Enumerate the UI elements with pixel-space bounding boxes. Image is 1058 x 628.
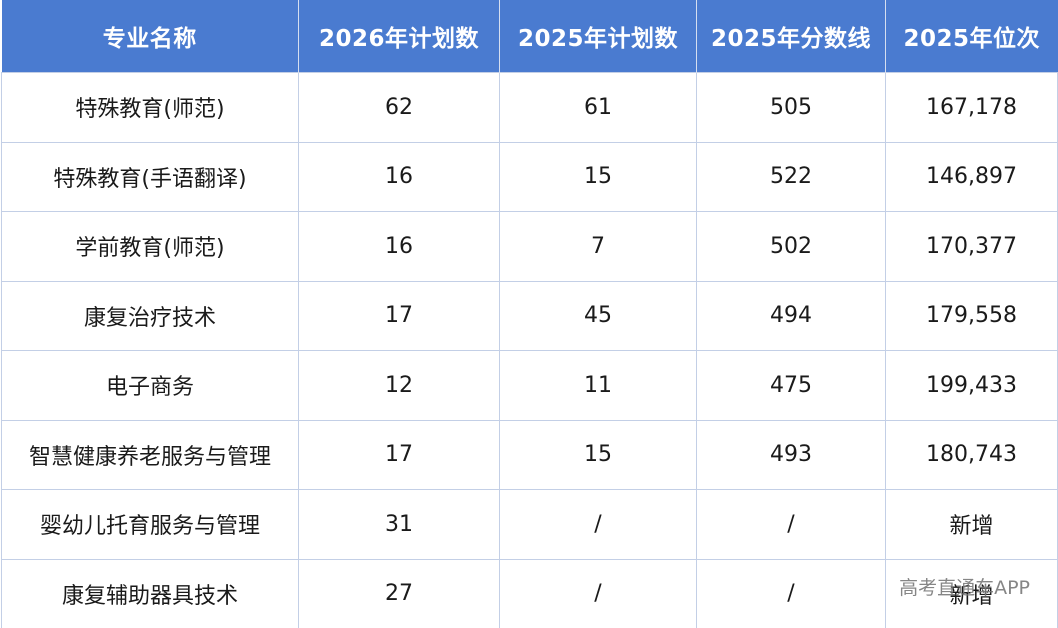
- cell-score-2025: 522: [696, 141, 886, 212]
- cell-score-2025: 502: [696, 211, 886, 282]
- cell-major-name: 电子商务: [1, 350, 299, 421]
- cell-rank-2025: 170,377: [885, 211, 1058, 282]
- cell-major-name: 特殊教育(手语翻译): [1, 141, 299, 212]
- cell-score-2025: /: [696, 489, 886, 560]
- table-header-row: 专业名称 2026年计划数 2025年计划数 2025年分数线 2025年位次: [1, 0, 1058, 73]
- cell-plan-2025: 11: [499, 350, 697, 421]
- cell-plan-2026: 27: [298, 558, 500, 628]
- table-row: 特殊教育(手语翻译) 16 15 522 146,897: [1, 141, 1058, 212]
- table-row: 康复辅助器具技术 27 / / 新增: [1, 558, 1058, 628]
- table-row: 康复治疗技术 17 45 494 179,558: [1, 280, 1058, 351]
- cell-major-name: 婴幼儿托育服务与管理: [1, 489, 299, 560]
- cell-score-2025: 475: [696, 350, 886, 421]
- cell-rank-2025: 新增: [885, 558, 1058, 628]
- cell-plan-2026: 16: [298, 141, 500, 212]
- cell-plan-2025: 7: [499, 211, 697, 282]
- cell-rank-2025: 180,743: [885, 419, 1058, 490]
- cell-plan-2026: 16: [298, 211, 500, 282]
- cell-plan-2026: 31: [298, 489, 500, 560]
- cell-rank-2025: 167,178: [885, 72, 1058, 143]
- cell-plan-2026: 17: [298, 419, 500, 490]
- table-row: 智慧健康养老服务与管理 17 15 493 180,743: [1, 419, 1058, 490]
- cell-major-name: 康复辅助器具技术: [1, 558, 299, 628]
- cell-plan-2026: 62: [298, 72, 500, 143]
- cell-rank-2025: 199,433: [885, 350, 1058, 421]
- cell-plan-2025: 45: [499, 280, 697, 351]
- header-plan-2026: 2026年计划数: [298, 0, 500, 73]
- cell-rank-2025: 179,558: [885, 280, 1058, 351]
- header-plan-2025: 2025年计划数: [499, 0, 697, 73]
- table-row: 婴幼儿托育服务与管理 31 / / 新增: [1, 489, 1058, 560]
- table-row: 学前教育(师范) 16 7 502 170,377: [1, 211, 1058, 282]
- cell-plan-2025: 15: [499, 141, 697, 212]
- header-score-2025: 2025年分数线: [696, 0, 886, 73]
- cell-plan-2026: 12: [298, 350, 500, 421]
- cell-plan-2025: /: [499, 489, 697, 560]
- cell-score-2025: 493: [696, 419, 886, 490]
- cell-score-2025: 505: [696, 72, 886, 143]
- cell-rank-2025: 新增: [885, 489, 1058, 560]
- header-major-name: 专业名称: [1, 0, 299, 73]
- cell-major-name: 康复治疗技术: [1, 280, 299, 351]
- header-rank-2025: 2025年位次: [885, 0, 1058, 73]
- cell-major-name: 学前教育(师范): [1, 211, 299, 282]
- cell-major-name: 特殊教育(师范): [1, 72, 299, 143]
- cell-major-name: 智慧健康养老服务与管理: [1, 419, 299, 490]
- cell-plan-2025: 61: [499, 72, 697, 143]
- cell-score-2025: 494: [696, 280, 886, 351]
- cell-plan-2025: 15: [499, 419, 697, 490]
- cell-plan-2026: 17: [298, 280, 500, 351]
- table-row: 特殊教育(师范) 62 61 505 167,178: [1, 72, 1058, 143]
- cell-score-2025: /: [696, 558, 886, 628]
- table-row: 电子商务 12 11 475 199,433: [1, 350, 1058, 421]
- cell-plan-2025: /: [499, 558, 697, 628]
- cell-rank-2025: 146,897: [885, 141, 1058, 212]
